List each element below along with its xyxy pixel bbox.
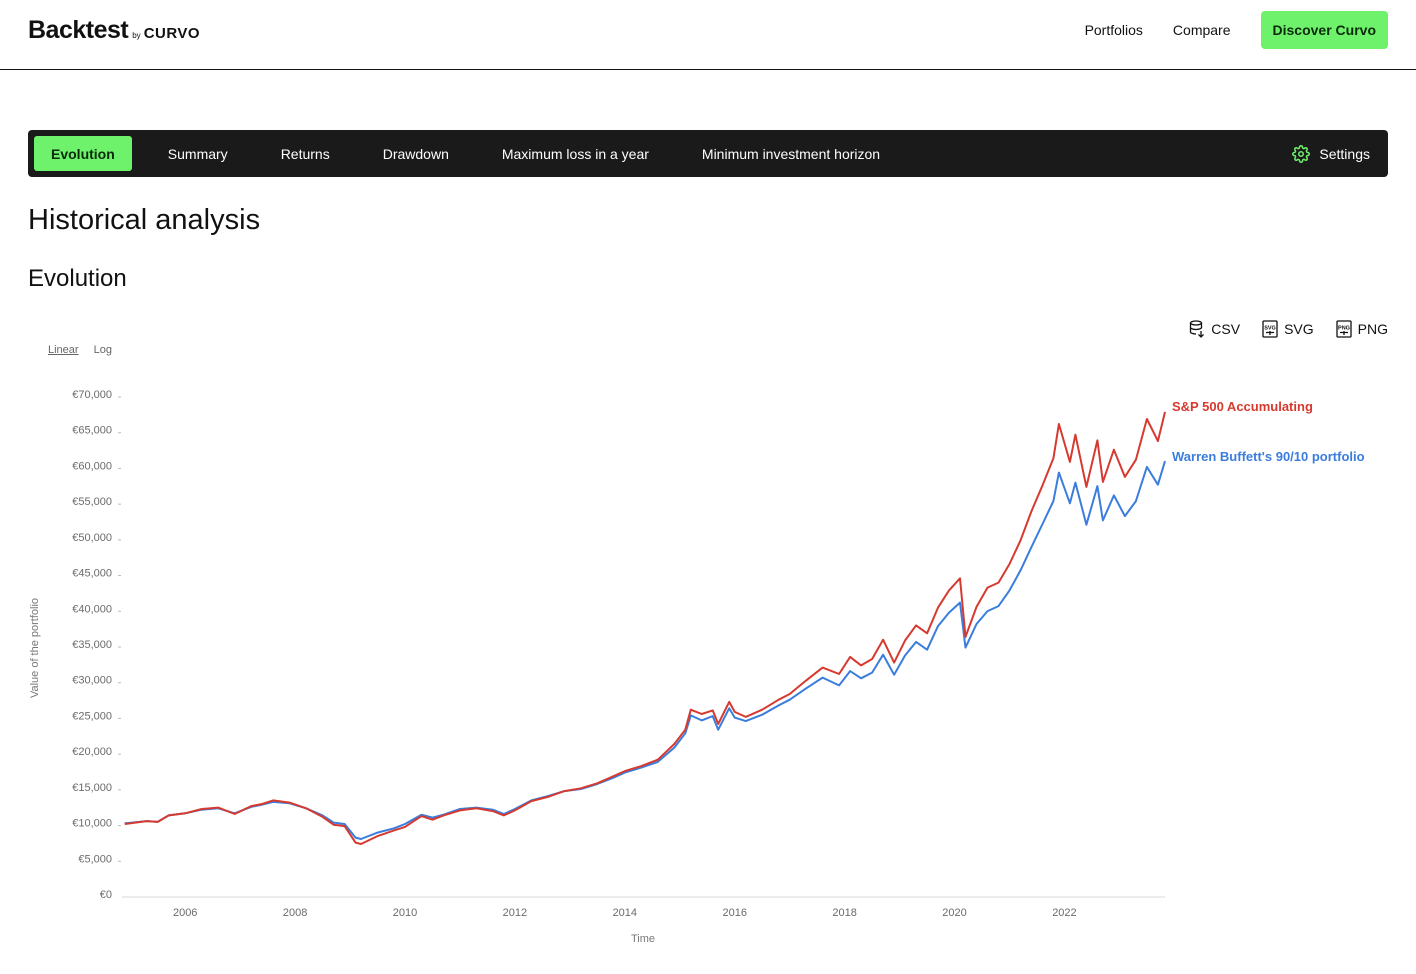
x-tick-label: 2020: [942, 907, 966, 919]
tab-maximum-loss[interactable]: Maximum loss in a year: [501, 145, 649, 162]
export-png-button[interactable]: PNG PNG: [1336, 320, 1388, 338]
y-tick-label: €60,000: [72, 460, 112, 472]
scale-toggle: Linear Log: [48, 344, 112, 356]
evolution-line-chart: €0 €5,000 €10,000 €15,000 €20,000 €25,000 €30,…: [29, 389, 1365, 945]
svg-file-icon: SVG: [1262, 320, 1278, 338]
scale-log-option[interactable]: Log: [93, 344, 112, 356]
x-tick-label: 2014: [613, 907, 637, 919]
y-tick-label: €15,000: [72, 782, 112, 794]
export-toolbar: CSV SVG SVG PNG PNG: [1167, 320, 1388, 338]
series-lines: [124, 411, 1166, 845]
y-tick-label: €30,000: [72, 675, 112, 687]
logo-by: by: [132, 31, 141, 40]
y-tick-label: €25,000: [72, 710, 112, 722]
y-axis-title: Value of the portfolio: [29, 598, 41, 698]
x-tick-label: 2010: [393, 907, 417, 919]
main-nav: Portfolios Compare Discover Curvo: [1085, 11, 1388, 49]
x-axis-title: Time: [631, 933, 655, 945]
tab-drawdown[interactable]: Drawdown: [382, 145, 449, 162]
x-tick-label: 2008: [283, 907, 307, 919]
x-tick-label: 2006: [173, 907, 197, 919]
page-title: Historical analysis: [28, 204, 261, 236]
y-tick-label: €20,000: [72, 746, 112, 758]
sp500-series-label: S&P 500 Accumulating: [1172, 399, 1313, 414]
export-svg-button[interactable]: SVG SVG: [1262, 320, 1314, 338]
y-axis: €0 €5,000 €10,000 €15,000 €20,000 €25,000 €30,…: [72, 389, 121, 901]
y-tick-label: €40,000: [72, 603, 112, 615]
y-tick-label: €50,000: [72, 532, 112, 544]
tab-evolution[interactable]: Evolution: [34, 136, 132, 171]
section-title: Evolution: [28, 265, 127, 292]
tab-summary[interactable]: Summary: [167, 145, 228, 162]
tab-minimum-horizon[interactable]: Minimum investment horizon: [701, 145, 881, 162]
x-tick-label: 2012: [503, 907, 527, 919]
logo-wordmark: Backtest: [28, 16, 129, 44]
nav-portfolios[interactable]: Portfolios: [1084, 22, 1143, 38]
logo-brand: CURVO: [143, 25, 201, 42]
y-tick-label: €5,000: [78, 853, 112, 865]
nav-compare[interactable]: Compare: [1172, 22, 1231, 38]
export-csv-button[interactable]: CSV: [1189, 320, 1240, 338]
top-navigation-bar: Backtest by CURVO Portfolios Compare Dis…: [0, 0, 1416, 70]
y-tick-label: €65,000: [72, 425, 112, 437]
settings-button[interactable]: Settings: [1292, 130, 1370, 177]
analysis-tab-bar: Evolution Summary Returns Drawdown Maxim…: [28, 130, 1388, 177]
x-tick-label: 2016: [722, 907, 746, 919]
x-tick-label: 2022: [1052, 907, 1076, 919]
y-tick-label: €10,000: [72, 818, 112, 830]
settings-label: Settings: [1319, 145, 1370, 162]
y-tick-label: €55,000: [72, 496, 112, 508]
export-csv-label: CSV: [1211, 321, 1241, 337]
x-axis: 2006 2008 2010 2012 2014 2016 2018 2020 2022: [122, 896, 1165, 919]
y-tick-label: €35,000: [72, 639, 112, 651]
png-file-icon: PNG: [1336, 320, 1352, 338]
x-tick-label: 2018: [832, 907, 856, 919]
series-labels: S&P 500 Accumulating Warren Buffett's 90/…: [1172, 399, 1365, 464]
sp500-series-line: [124, 411, 1166, 845]
scale-linear-option[interactable]: Linear: [48, 344, 79, 356]
y-tick-label: €0: [100, 889, 112, 901]
buffett-series-line: [124, 460, 1166, 840]
svg-text:PNG: PNG: [1338, 326, 1350, 332]
tab-returns[interactable]: Returns: [280, 145, 330, 162]
y-tick-label: €70,000: [72, 389, 112, 401]
svg-text:SVG: SVG: [1264, 326, 1276, 332]
discover-curvo-button[interactable]: Discover Curvo: [1260, 11, 1388, 49]
y-tick-label: €45,000: [72, 568, 112, 580]
buffett-series-label: Warren Buffett's 90/10 portfolio: [1172, 449, 1365, 464]
gear-icon: [1292, 144, 1311, 163]
database-download-icon: [1190, 320, 1205, 338]
export-svg-label: SVG: [1284, 321, 1314, 337]
export-png-label: PNG: [1357, 321, 1388, 337]
backtest-logo[interactable]: Backtest by CURVO: [28, 16, 200, 45]
